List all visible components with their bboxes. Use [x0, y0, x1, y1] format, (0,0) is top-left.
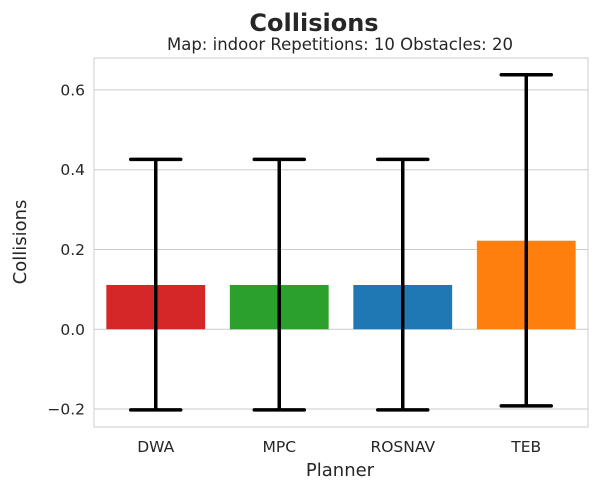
chart-subtitle: Map: indoor Repetitions: 10 Obstacles: 2…: [167, 35, 513, 54]
y-tick-label: 0.0: [60, 321, 85, 339]
y-tick-label: −0.2: [47, 401, 85, 419]
y-tick-labels: −0.2 0.0 0.2 0.4 0.6: [47, 81, 85, 418]
y-tick-label: 0.2: [60, 241, 85, 259]
x-axis-label: Planner: [306, 460, 375, 481]
bars-group: [106, 240, 576, 330]
plot-frame: [93, 57, 589, 428]
y-tick-label: 0.4: [60, 161, 85, 179]
chart-title: Collisions: [249, 9, 378, 37]
x-tick-label: MPC: [262, 438, 296, 456]
y-tick-label: 0.6: [60, 81, 85, 99]
error-bars-group: [129, 73, 553, 412]
x-tick-label: DWA: [137, 438, 174, 456]
y-axis-label: Collisions: [10, 200, 31, 285]
x-tick-label: TEB: [510, 438, 541, 456]
x-tick-label: ROSNAV: [370, 438, 435, 456]
x-tick-labels: DWA MPC ROSNAV TEB: [137, 438, 541, 456]
